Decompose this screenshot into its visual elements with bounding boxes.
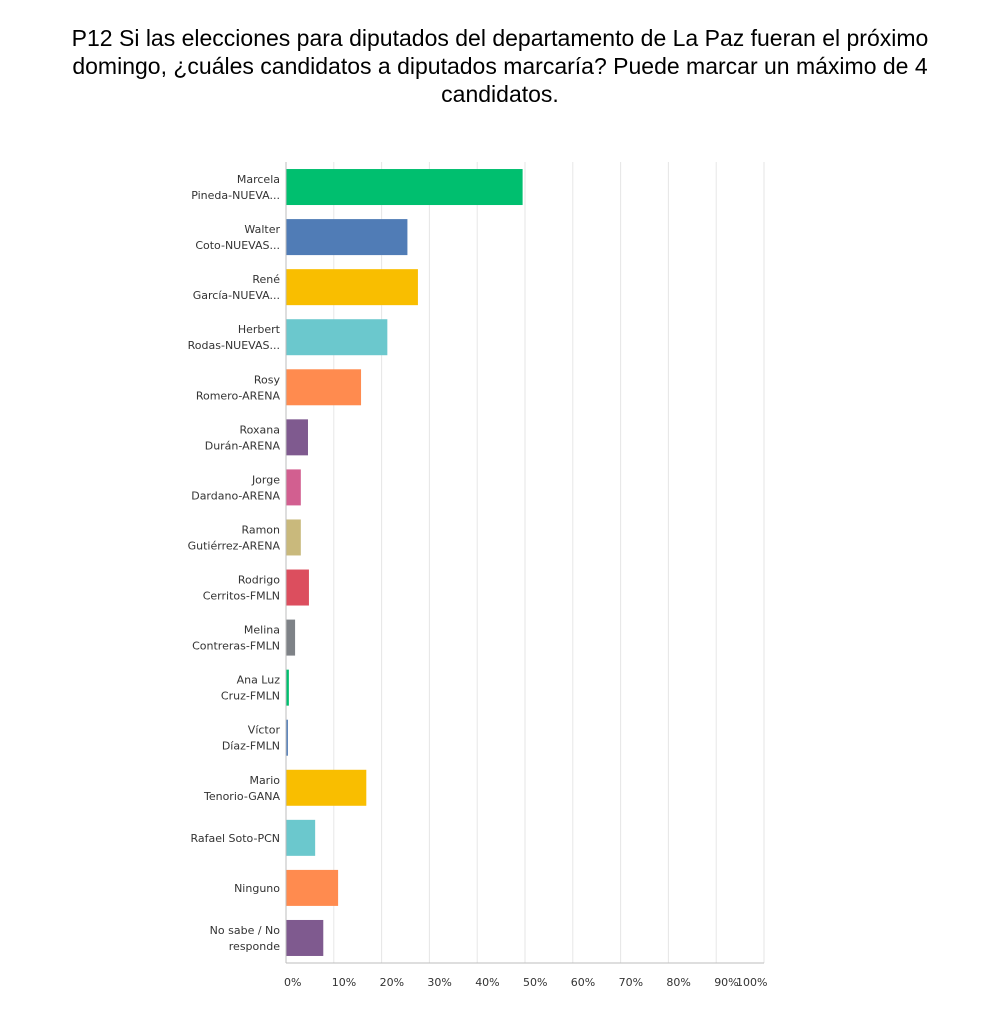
- bar: [286, 469, 301, 506]
- x-tick-label: 80%: [666, 976, 690, 989]
- category-label: Ninguno: [234, 882, 280, 895]
- category-label: Díaz-FMLN: [222, 740, 280, 753]
- bar: [286, 569, 309, 606]
- category-label: Contreras-FMLN: [192, 640, 280, 653]
- x-tick-label: 60%: [571, 976, 595, 989]
- x-tick-label: 70%: [619, 976, 643, 989]
- x-tick-label: 40%: [475, 976, 499, 989]
- x-tick-label: 100%: [736, 976, 767, 989]
- bar: [286, 519, 301, 556]
- x-tick-label: 90%: [714, 976, 738, 989]
- tick-labels: 0% 10% 20% 30% 40% 50% 60% 70% 80% 90%100%: [284, 976, 767, 989]
- category-label: Rodrigo: [238, 574, 280, 587]
- category-label: Tenorio-GANA: [203, 790, 280, 803]
- category-label: Cruz-FMLN: [221, 690, 280, 703]
- category-label: Herbert: [238, 323, 281, 336]
- category-label: Coto-NUEVAS...: [195, 239, 280, 252]
- bar: [286, 419, 308, 456]
- x-tick-label: 0%: [284, 976, 301, 989]
- category-label: García-NUEVA...: [193, 289, 280, 302]
- category-label: René: [252, 273, 280, 286]
- category-label: Romero-ARENA: [196, 389, 281, 402]
- x-tick-label: 50%: [523, 976, 547, 989]
- bar: [286, 369, 362, 406]
- bar: [286, 219, 408, 256]
- category-label: No sabe / No: [210, 924, 281, 937]
- bars: [286, 169, 523, 956]
- bar: [286, 619, 296, 656]
- category-label: Rodas-NUEVAS...: [188, 339, 280, 352]
- bar: [286, 819, 316, 856]
- category-label: Walter: [244, 223, 280, 236]
- x-tick-label: 10%: [332, 976, 356, 989]
- category-label: Mario: [249, 774, 280, 787]
- category-label: Víctor: [248, 724, 281, 737]
- category-label: Gutiérrez-ARENA: [188, 539, 281, 552]
- category-label: Dardano-ARENA: [191, 489, 280, 502]
- category-label: Rafael Soto-PCN: [190, 832, 280, 845]
- bar: [286, 669, 289, 706]
- x-tick-label: 30%: [427, 976, 451, 989]
- category-label: Jorge: [251, 473, 280, 486]
- axes: [285, 162, 764, 964]
- chart-title: P12 Si las elecciones para diputados del…: [71, 25, 929, 107]
- category-label: Marcela: [237, 173, 280, 186]
- category-label: Durán-ARENA: [205, 439, 281, 452]
- bar: [286, 769, 367, 806]
- bar: [286, 919, 324, 956]
- category-label: Rosy: [254, 373, 281, 386]
- category-label: Pineda-NUEVA...: [191, 189, 280, 202]
- category-label: Ana Luz: [237, 674, 281, 687]
- category-label: Melina: [244, 624, 280, 637]
- category-label: responde: [229, 940, 280, 953]
- category-label: Cerritos-FMLN: [203, 590, 280, 603]
- bar: [286, 869, 339, 906]
- bar: [286, 319, 388, 356]
- bar: [286, 169, 523, 206]
- x-tick-label: 20%: [380, 976, 404, 989]
- category-label: Roxana: [239, 423, 280, 436]
- bar: [286, 719, 288, 756]
- category-labels: Marcela Pineda-NUEVA... Walter Coto-NUEVAS.…: [188, 173, 281, 953]
- category-label: Ramon: [241, 523, 280, 536]
- bar: [286, 269, 418, 306]
